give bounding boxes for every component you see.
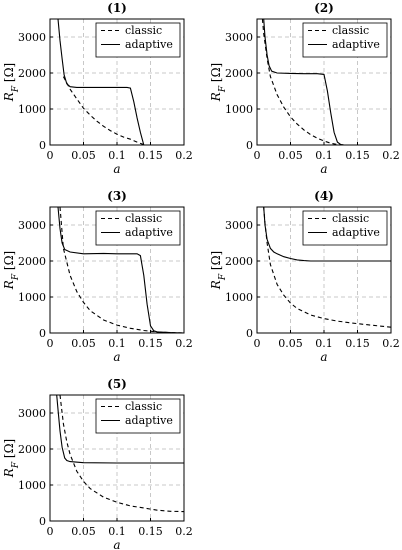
legend-box <box>302 210 388 246</box>
chart-panel-3: 0 0.05 0.1 0.15 0.2 0 1000 2000 3000 (3) a RF [Ω] cl… <box>2 189 193 364</box>
x-tick-label: 0 <box>254 337 261 350</box>
series-line-classic <box>261 19 345 145</box>
x-tick-label: 0 <box>254 149 261 162</box>
x-axis-label: a <box>113 350 120 364</box>
chart-panel-1: 0 0.05 0.1 0.15 0.2 0 1000 2000 3000 (1) a RF [Ω] cl… <box>2 1 193 176</box>
legend-label-adaptive: adaptive <box>125 226 173 239</box>
y-tick-label: 3000 <box>18 407 46 420</box>
legend-label-classic: classic <box>125 400 162 413</box>
y-tick-label: 1000 <box>18 103 46 116</box>
legend-label-classic: classic <box>332 212 369 225</box>
x-tick-label: 0.1 <box>108 149 126 162</box>
y-tick-label: 3000 <box>18 219 46 232</box>
y-tick-label: 2000 <box>225 67 253 80</box>
legend-label-adaptive: adaptive <box>332 38 380 51</box>
panel-title: (3) <box>107 189 127 203</box>
series-line-classic <box>59 395 184 513</box>
chart-panel-2: 0 0.05 0.1 0.15 0.2 0 1000 2000 3000 (2) a RF [Ω] cl… <box>209 1 400 176</box>
x-tick-label: 0.1 <box>315 149 333 162</box>
y-tick-label: 1000 <box>18 479 46 492</box>
x-tick-label: 0.15 <box>138 149 163 162</box>
y-axis-label: RF [Ω] <box>2 63 21 102</box>
legend-label-classic: classic <box>332 24 369 37</box>
y-tick-label: 0 <box>39 139 46 152</box>
y-tick-label: 0 <box>246 327 253 340</box>
legend-label-adaptive: adaptive <box>125 414 173 427</box>
legend-box <box>95 210 181 246</box>
x-axis-label: a <box>113 538 120 550</box>
x-tick-label: 0.1 <box>108 525 126 538</box>
y-tick-label: 0 <box>39 327 46 340</box>
x-tick-label: 0.2 <box>175 149 193 162</box>
y-axis-label: RF [Ω] <box>2 251 21 290</box>
y-tick-label: 2000 <box>225 255 253 268</box>
x-tick-label: 0.05 <box>71 337 96 350</box>
series-line-classic <box>59 207 184 333</box>
legend-label-adaptive: adaptive <box>332 226 380 239</box>
y-tick-label: 3000 <box>225 219 253 232</box>
x-tick-label: 0.2 <box>175 525 193 538</box>
x-tick-label: 0.05 <box>278 337 303 350</box>
x-tick-label: 0.1 <box>315 337 333 350</box>
y-tick-label: 0 <box>246 139 253 152</box>
legend-label-classic: classic <box>125 212 162 225</box>
x-tick-label: 0.05 <box>71 149 96 162</box>
x-tick-label: 0 <box>47 337 54 350</box>
panel-title: (5) <box>107 377 127 391</box>
series-line-adaptive <box>263 19 345 145</box>
chart-panel-5: 0 0.05 0.1 0.15 0.2 0 1000 2000 3000 (5) a RF [Ω] cl… <box>2 377 193 550</box>
x-tick-label: 0.15 <box>138 525 163 538</box>
x-tick-label: 0 <box>47 149 54 162</box>
x-axis-label: a <box>113 162 120 176</box>
x-tick-label: 0.2 <box>382 149 400 162</box>
y-axis-label: RF [Ω] <box>209 251 228 290</box>
legend-label-adaptive: adaptive <box>125 38 173 51</box>
y-tick-label: 1000 <box>225 291 253 304</box>
y-tick-label: 1000 <box>225 103 253 116</box>
panel-title: (1) <box>107 1 127 15</box>
y-axis-label: RF [Ω] <box>2 439 21 478</box>
y-tick-label: 3000 <box>18 31 46 44</box>
series-line-adaptive <box>57 19 145 145</box>
x-axis-label: a <box>320 350 327 364</box>
series-line-adaptive <box>56 395 184 464</box>
y-tick-label: 2000 <box>18 67 46 80</box>
series-line-adaptive <box>263 207 391 262</box>
y-tick-label: 2000 <box>18 443 46 456</box>
x-tick-label: 0.15 <box>345 149 370 162</box>
x-tick-label: 0 <box>47 525 54 538</box>
x-axis-label: a <box>320 162 327 176</box>
series-line-classic <box>62 76 144 145</box>
y-tick-label: 3000 <box>225 31 253 44</box>
legend-box <box>95 22 181 58</box>
x-tick-label: 0.15 <box>138 337 163 350</box>
y-tick-label: 1000 <box>18 291 46 304</box>
legend-box <box>95 398 181 434</box>
y-tick-label: 0 <box>39 515 46 528</box>
x-tick-label: 0.2 <box>382 337 400 350</box>
x-tick-label: 0.1 <box>108 337 126 350</box>
chart-panel-4: 0 0.05 0.1 0.15 0.2 0 1000 2000 3000 (4) a RF [Ω] cl… <box>209 189 400 364</box>
legend-box <box>302 22 388 58</box>
x-tick-label: 0.05 <box>71 525 96 538</box>
series-line-classic <box>263 207 391 328</box>
x-tick-label: 0.2 <box>175 337 193 350</box>
y-tick-label: 2000 <box>18 255 46 268</box>
series-line-adaptive <box>57 207 184 333</box>
x-tick-label: 0.15 <box>345 337 370 350</box>
legend-label-classic: classic <box>125 24 162 37</box>
panel-title: (2) <box>314 1 334 15</box>
x-tick-label: 0.05 <box>278 149 303 162</box>
panel-title: (4) <box>314 189 334 203</box>
y-axis-label: RF [Ω] <box>209 63 228 102</box>
